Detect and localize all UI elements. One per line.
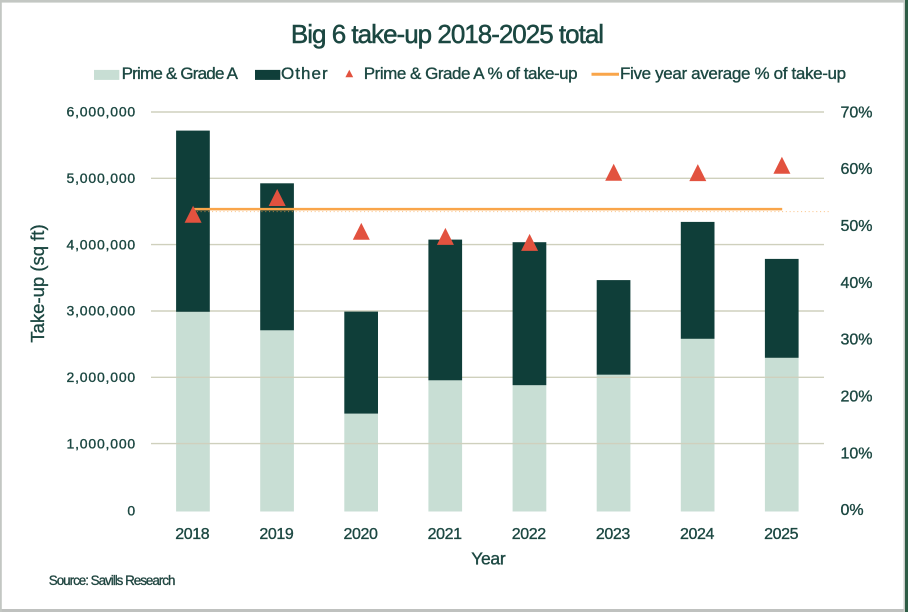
svg-text:Five year average % of take-up: Five year average % of take-up bbox=[620, 64, 846, 83]
svg-text:2021: 2021 bbox=[428, 526, 462, 543]
svg-text:4,000,000: 4,000,000 bbox=[67, 236, 136, 252]
svg-text:Source: Savills Research: Source: Savills Research bbox=[49, 573, 175, 588]
svg-text:70%: 70% bbox=[841, 104, 873, 121]
svg-text:40%: 40% bbox=[841, 275, 873, 292]
svg-text:Year: Year bbox=[471, 549, 506, 569]
svg-text:2,000,000: 2,000,000 bbox=[67, 369, 136, 385]
svg-text:0%: 0% bbox=[841, 502, 864, 519]
svg-text:2022: 2022 bbox=[512, 526, 546, 543]
svg-text:2020: 2020 bbox=[344, 526, 378, 543]
svg-text:0: 0 bbox=[127, 503, 136, 519]
svg-text:6,000,000: 6,000,000 bbox=[67, 104, 136, 120]
svg-text:2018: 2018 bbox=[175, 526, 209, 543]
svg-text:60%: 60% bbox=[841, 161, 873, 178]
svg-text:Prime & Grade A % of take-up: Prime & Grade A % of take-up bbox=[364, 64, 577, 83]
svg-text:50%: 50% bbox=[841, 218, 873, 235]
svg-text:20%: 20% bbox=[841, 389, 873, 406]
svg-text:Prime & Grade A: Prime & Grade A bbox=[122, 64, 239, 83]
svg-text:Take-up (sq ft): Take-up (sq ft) bbox=[27, 224, 48, 342]
svg-text:2024: 2024 bbox=[680, 526, 714, 543]
svg-text:10%: 10% bbox=[841, 445, 873, 462]
svg-text:30%: 30% bbox=[841, 332, 873, 349]
svg-text:3,000,000: 3,000,000 bbox=[67, 303, 136, 319]
svg-text:2023: 2023 bbox=[596, 526, 630, 543]
svg-text:5,000,000: 5,000,000 bbox=[67, 170, 136, 186]
svg-text:2025: 2025 bbox=[764, 526, 798, 543]
svg-text:Other: Other bbox=[281, 64, 329, 83]
svg-text:Big 6 take-up 2018-2025 total: Big 6 take-up 2018-2025 total bbox=[291, 19, 603, 49]
svg-text:1,000,000: 1,000,000 bbox=[67, 435, 136, 451]
svg-text:2019: 2019 bbox=[259, 526, 293, 543]
